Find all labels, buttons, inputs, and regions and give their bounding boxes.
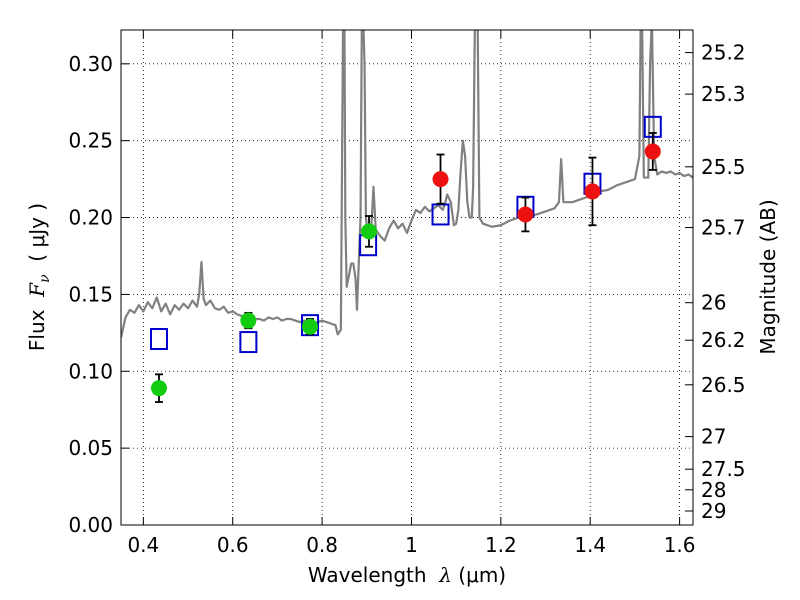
y2-axis-title: Magnitude (AB) [756, 199, 780, 354]
y2-tick-label: 26.2 [701, 328, 746, 352]
x-tick-label: 0.6 [217, 533, 249, 557]
plot-data [121, 30, 693, 403]
y-tick-label: 0.25 [68, 129, 113, 153]
green-data-point [240, 312, 257, 329]
red-data-point [432, 171, 449, 188]
y2-tick-label: 27.5 [701, 457, 746, 481]
x-axis-title: Wavelength λ (μm) [308, 563, 506, 587]
red-data-point [517, 206, 534, 223]
x-tick-label: 1 [405, 533, 418, 557]
y-tick-label: 0.15 [68, 282, 113, 306]
y-tick-label: 0.30 [68, 52, 113, 76]
plot-background [121, 30, 693, 525]
plot-frame [120, 29, 694, 526]
green-data-point [361, 223, 378, 240]
green-data-point [150, 380, 167, 397]
x-tick-label: 0.4 [127, 533, 159, 557]
y-axis-title: Flux Fν ( μJy ) [25, 203, 53, 351]
y2-tick-label: 25.7 [701, 216, 746, 240]
y-tick-label: 0.05 [68, 436, 113, 460]
y2-tick-label: 25.2 [701, 41, 746, 65]
red-data-point [584, 183, 601, 200]
y-tick-label: 0.10 [68, 359, 113, 383]
y-tick-label: 0.20 [68, 206, 113, 230]
y2-tick-label: 25.3 [701, 82, 746, 106]
model-square [149, 327, 168, 350]
y2-tick-label: 25.5 [701, 155, 746, 179]
y2-tick-label: 28 [701, 478, 726, 502]
y2-tick-label: 26.5 [701, 373, 746, 397]
green-data-point [302, 318, 319, 335]
x-tick-label: 1.4 [574, 533, 606, 557]
y2-tick-label: 29 [701, 499, 726, 523]
x-tick-label: 1.2 [485, 533, 517, 557]
y2-tick-label: 26 [701, 291, 726, 315]
axes: 0.4 0.6 0.8 1 1.2 1.4 1.6 0.00 0.05 0.10 0.15 0.20 0… [68, 30, 746, 557]
y2-tick-label: 27 [701, 425, 726, 449]
x-tick-label: 0.8 [306, 533, 338, 557]
red-data-point [644, 143, 661, 160]
x-tick-label: 1.6 [664, 533, 696, 557]
y-tick-label: 0.00 [68, 513, 113, 537]
model-square [239, 331, 258, 354]
